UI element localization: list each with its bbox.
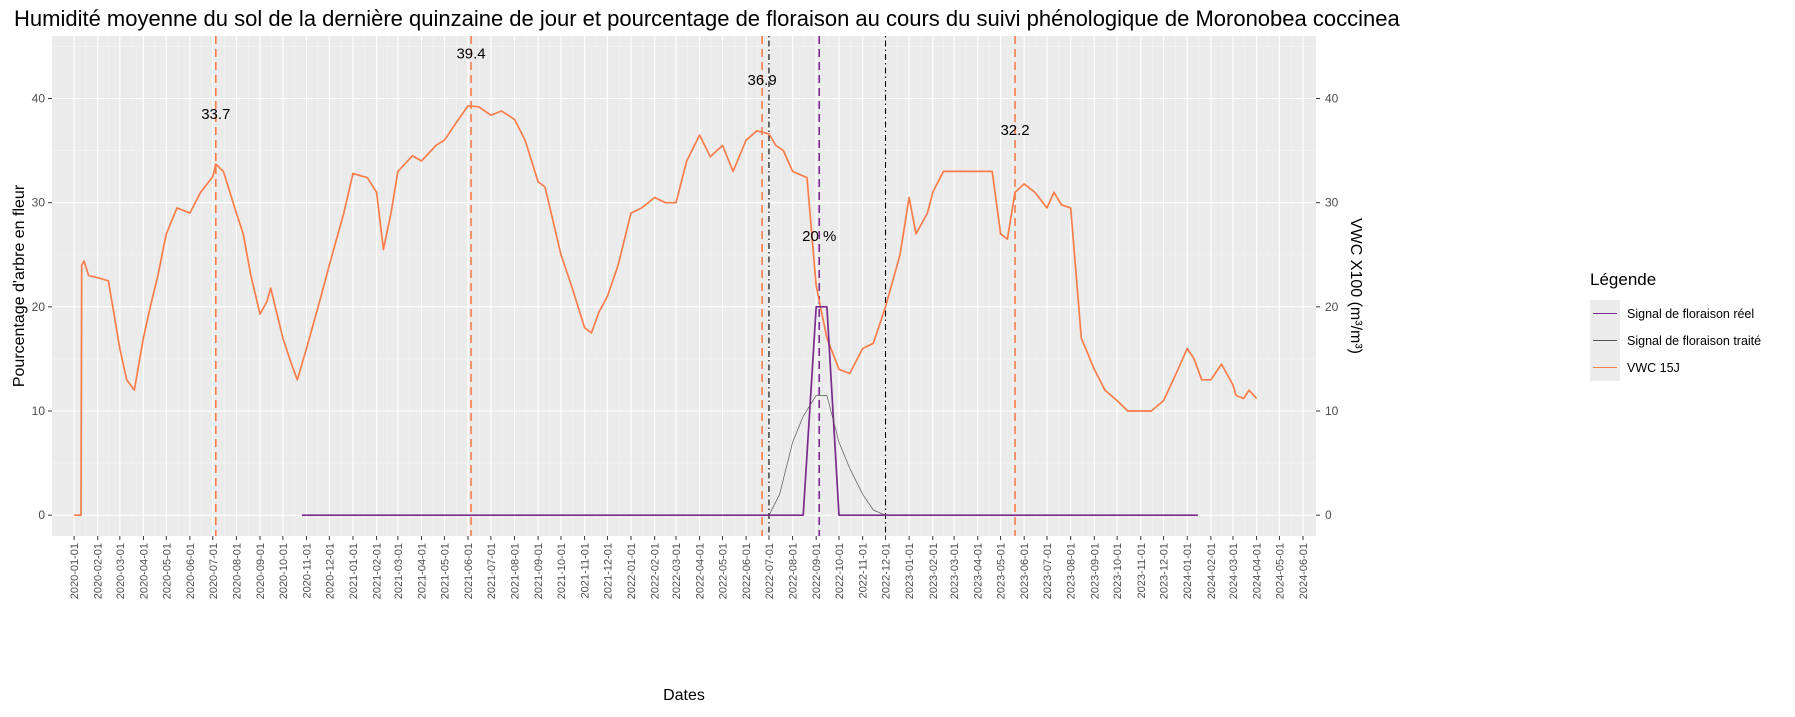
x-tick-label: 2022-01-01 bbox=[626, 543, 638, 599]
y2-tick-label: 40 bbox=[1325, 92, 1339, 106]
x-tick-label: 2020-04-01 bbox=[138, 543, 150, 599]
x-tick-label: 2023-09-01 bbox=[1089, 543, 1101, 599]
y2-tick-label: 30 bbox=[1325, 196, 1339, 210]
x-tick-label: 2020-12-01 bbox=[324, 543, 336, 599]
x-tick-label: 2022-02-01 bbox=[650, 543, 662, 599]
x-tick-label: 2020-10-01 bbox=[278, 543, 290, 599]
y2-tick-label: 0 bbox=[1325, 508, 1332, 522]
y2-tick-label: 10 bbox=[1325, 404, 1339, 418]
x-tick-label: 2023-10-01 bbox=[1112, 543, 1124, 599]
x-tick-label: 2021-09-01 bbox=[533, 543, 545, 599]
x-tick-label: 2023-08-01 bbox=[1066, 543, 1078, 599]
x-tick-label: 2020-03-01 bbox=[115, 543, 127, 599]
x-tick-label: 2021-02-01 bbox=[372, 543, 384, 599]
y-tick-label: 30 bbox=[32, 196, 46, 210]
x-tick-label: 2022-05-01 bbox=[717, 543, 729, 599]
x-tick-label: 2024-04-01 bbox=[1252, 543, 1264, 599]
x-tick-label: 2021-10-01 bbox=[556, 543, 568, 599]
x-tick-label: 2021-04-01 bbox=[417, 543, 429, 599]
legend-item-real: Signal de floraison réel bbox=[1590, 300, 1790, 327]
x-tick-label: 2023-04-01 bbox=[973, 543, 985, 599]
x-tick-label: 2023-05-01 bbox=[996, 543, 1008, 599]
x-tick-label: 2020-11-01 bbox=[301, 543, 313, 598]
x-tick-label: 2022-03-01 bbox=[671, 543, 683, 599]
legend-label-vwc: VWC 15J bbox=[1627, 360, 1680, 375]
x-tick-label: 2021-01-01 bbox=[348, 543, 360, 599]
x-tick-label: 2021-12-01 bbox=[602, 543, 614, 599]
annotation-label: 33.7 bbox=[201, 106, 230, 123]
x-tick-label: 2021-07-01 bbox=[486, 543, 498, 599]
chart-title: Humidité moyenne du sol de la dernière q… bbox=[14, 6, 1400, 31]
annotation-label: 32.2 bbox=[1000, 122, 1029, 139]
x-tick-label: 2023-01-01 bbox=[904, 543, 916, 599]
x-tick-label: 2023-12-01 bbox=[1159, 543, 1171, 599]
x-tick-label: 2020-07-01 bbox=[208, 543, 220, 599]
annotation-label: 39.4 bbox=[456, 46, 485, 63]
x-axis-title: Dates bbox=[663, 687, 705, 704]
x-tick-label: 2022-10-01 bbox=[834, 543, 846, 599]
y-axis-title: Pourcentage d'arbre en fleur bbox=[11, 184, 28, 387]
y-tick-label: 10 bbox=[32, 404, 46, 418]
legend-title: Légende bbox=[1590, 270, 1657, 289]
series-line bbox=[301, 305, 1198, 517]
y-tick-label: 40 bbox=[32, 92, 46, 106]
y2-tick-label: 20 bbox=[1325, 300, 1339, 314]
x-tick-label: 2020-06-01 bbox=[185, 543, 197, 599]
x-tick-label: 2022-09-01 bbox=[811, 543, 823, 599]
x-tick-label: 2022-11-01 bbox=[858, 543, 870, 598]
x-tick-label: 2024-02-01 bbox=[1206, 543, 1218, 599]
legend-label-real: Signal de floraison réel bbox=[1627, 306, 1755, 321]
annotation-label: 36.9 bbox=[747, 72, 776, 89]
y-tick-label: 0 bbox=[38, 508, 45, 522]
legend-item-vwc: VWC 15J bbox=[1590, 354, 1790, 381]
x-tick-label: 2023-03-01 bbox=[949, 543, 961, 599]
y-tick-label: 20 bbox=[32, 300, 46, 314]
legend-label-processed: Signal de floraison traité bbox=[1627, 333, 1762, 348]
legend-item-processed: Signal de floraison traité bbox=[1590, 327, 1790, 354]
x-tick-label: 2020-09-01 bbox=[255, 543, 267, 599]
x-tick-label: 2021-05-01 bbox=[439, 543, 451, 599]
x-tick-label: 2020-01-01 bbox=[69, 543, 81, 599]
x-tick-label: 2024-01-01 bbox=[1182, 543, 1194, 599]
annotation-label: 20 % bbox=[802, 228, 836, 245]
x-tick-label: 2021-06-01 bbox=[463, 543, 475, 599]
x-tick-label: 2024-03-01 bbox=[1228, 543, 1240, 599]
x-tick-label: 2020-05-01 bbox=[161, 543, 173, 599]
series-line bbox=[768, 395, 886, 516]
x-tick-label: 2021-03-01 bbox=[393, 543, 405, 599]
x-tick-label: 2024-06-01 bbox=[1298, 543, 1310, 599]
x-tick-label: 2023-07-01 bbox=[1042, 543, 1054, 599]
x-tick-label: 2022-07-01 bbox=[764, 543, 776, 599]
legend-key-processed bbox=[1590, 327, 1620, 354]
x-tick-label: 2021-11-01 bbox=[580, 543, 592, 598]
x-tick-label: 2020-02-01 bbox=[93, 543, 105, 599]
x-tick-label: 2023-02-01 bbox=[928, 543, 940, 599]
plot-panel bbox=[52, 36, 1316, 536]
legend: Légende Signal de floraison réel Signal … bbox=[1590, 270, 1790, 381]
legend-key-vwc bbox=[1590, 354, 1620, 381]
x-tick-label: 2022-08-01 bbox=[788, 543, 800, 599]
legend-key-real bbox=[1590, 300, 1620, 327]
x-tick-label: 2022-04-01 bbox=[695, 543, 707, 599]
x-tick-label: 2022-06-01 bbox=[741, 543, 753, 599]
x-tick-label: 2023-11-01 bbox=[1136, 543, 1148, 598]
x-tick-label: 2021-08-01 bbox=[509, 543, 521, 599]
x-tick-label: 2022-12-01 bbox=[881, 543, 893, 599]
x-tick-label: 2020-08-01 bbox=[231, 543, 243, 599]
y2-axis-title: VWC X100 (m³/m³) bbox=[1347, 218, 1364, 354]
x-tick-label: 2024-05-01 bbox=[1274, 543, 1286, 599]
series-line bbox=[74, 104, 1258, 517]
x-tick-label: 2023-06-01 bbox=[1019, 543, 1031, 599]
